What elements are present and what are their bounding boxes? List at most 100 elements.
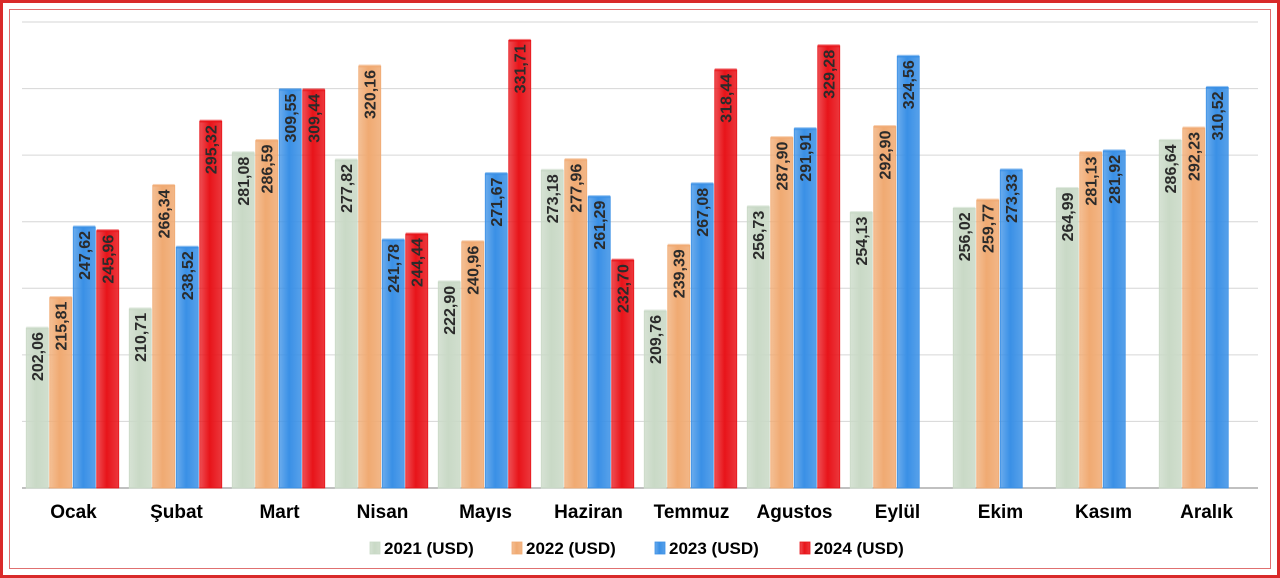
bar-cap-2022-1 [152,183,175,187]
legend-label: 2024 (USD) [814,539,904,558]
value-label-2022-6: 239,39 [672,249,689,298]
bar-cap-2023-10 [1103,149,1126,153]
value-label-2023-7: 291,91 [798,133,815,182]
x-tick-label: Ekim [978,502,1023,523]
value-label-2021-8: 254,13 [854,216,871,265]
legend-swatch [799,541,811,555]
bar-cap-2023-4 [485,172,508,176]
x-tick-label: Kasım [1075,502,1132,523]
value-label-2021-0: 202,06 [30,332,47,381]
bar-cap-2022-11 [1182,126,1205,130]
value-label-2021-3: 277,82 [339,164,356,213]
bar-cap-2024-4 [508,38,531,42]
bar-cap-2021-11 [1159,138,1182,142]
value-label-2024-6: 318,44 [719,74,736,123]
value-label-2023-6: 267,08 [695,188,712,237]
value-label-2024-5: 232,70 [616,264,633,313]
value-label-2022-10: 281,13 [1084,157,1101,206]
bar-2023-8 [896,55,920,489]
bar-cap-2021-6 [644,309,667,313]
value-label-2021-5: 273,18 [545,174,562,223]
legend-item: 2022 (USD) [511,539,616,558]
bar-cap-2023-8 [897,54,920,58]
chart-frame-inner-border [9,9,1271,569]
x-tick-label: Eylül [875,502,920,523]
bar-cap-2021-4 [438,280,461,284]
bar-2024-1 [199,120,223,489]
gridlines [22,21,1258,489]
value-label-2024-7: 329,28 [822,50,839,99]
value-label-2023-1: 238,52 [180,251,197,300]
value-label-2022-4: 240,96 [466,246,483,295]
value-label-2021-7: 256,73 [751,211,768,260]
value-label-2023-9: 273,33 [1004,174,1021,223]
bar-2024-7 [817,45,841,489]
bar-cap-2022-8 [873,125,896,129]
bar-2024-6 [714,69,738,489]
value-label-2022-8: 292,90 [878,130,895,179]
legend-label: 2022 (USD) [526,539,616,558]
value-label-2021-6: 209,76 [648,315,665,364]
value-label-2024-4: 331,71 [513,44,530,93]
bar-cap-2022-6 [667,243,690,247]
value-label-2021-10: 264,99 [1060,192,1077,241]
value-label-2021-4: 222,90 [442,286,459,335]
bar-cap-2023-5 [588,195,611,199]
bar-cap-2022-4 [461,240,484,244]
bar-cap-2024-1 [199,119,222,123]
legend-label: 2021 (USD) [384,539,474,558]
value-label-2022-5: 277,96 [569,164,586,213]
value-label-2022-3: 320,16 [363,70,380,119]
legend-swatch [511,541,523,555]
bar-cap-2021-5 [541,168,564,172]
x-tick-label: Nisan [357,502,409,523]
value-label-2022-2: 286,59 [260,144,277,193]
bar-cap-2021-2 [232,151,255,155]
bar-cap-2023-3 [382,238,405,242]
legend-item: 2021 (USD) [369,539,474,558]
bar-cap-2021-10 [1056,186,1079,190]
value-label-2023-10: 281,92 [1107,155,1124,204]
value-label-2023-4: 271,67 [489,178,506,227]
x-tick-label: Aralık [1180,502,1233,523]
bar-cap-2024-0 [96,229,119,233]
value-label-2021-9: 256,02 [957,212,974,261]
bar-cap-2021-7 [747,205,770,209]
x-tick-label: Şubat [150,502,203,523]
bar-2024-2 [302,89,326,489]
legend: 2021 (USD) 2022 (USD) 2023 (USD) 2024 (USD) [369,539,904,558]
bar-cap-2022-10 [1079,151,1102,155]
value-label-2022-7: 287,90 [775,142,792,191]
value-label-2022-9: 259,77 [981,204,998,253]
legend-item: 2023 (USD) [654,539,759,558]
x-tick-label: Haziran [554,502,623,523]
bars-layer [25,38,1229,489]
value-label-2021-1: 210,71 [133,313,150,362]
legend-swatch [654,541,666,555]
bar-cap-2024-2 [302,88,325,92]
legend-label: 2023 (USD) [669,539,759,558]
value-label-2021-2: 281,08 [236,157,253,206]
x-tick-label: Agustos [757,502,833,523]
legend-swatch [369,541,381,555]
value-label-2024-0: 245,96 [101,235,118,284]
bar-cap-2023-1 [176,245,199,249]
value-label-2022-11: 292,23 [1187,132,1204,181]
bar-cap-2023-9 [1000,168,1023,172]
value-label-2023-2: 309,55 [283,93,300,142]
x-tick-label: Mart [259,502,300,523]
bar-2022-11 [1182,127,1206,489]
x-tick-label: Mayıs [459,502,512,523]
bar-cap-2022-9 [976,198,999,202]
value-label-2021-11: 286,64 [1163,144,1180,193]
x-axis: Ocak Şubat Mart Nisan Mayıs Haziran Temmuz Agus… [50,502,1233,523]
bar-cap-2023-2 [279,88,302,92]
bar-2024-4 [508,39,532,489]
value-label-2024-1: 295,32 [204,125,221,174]
bar-2023-11 [1205,87,1229,489]
value-label-2023-3: 241,78 [386,244,403,293]
bar-cap-2022-7 [770,136,793,140]
bar-cap-2023-11 [1206,85,1229,89]
bar-cap-2021-0 [26,326,49,330]
bar-cap-2023-7 [794,127,817,131]
